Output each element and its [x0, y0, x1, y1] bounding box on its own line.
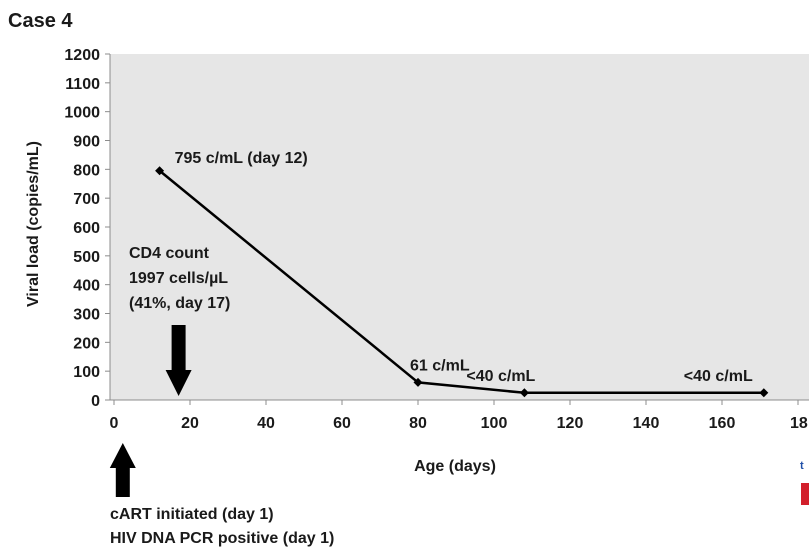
chart-title: Case 4: [8, 10, 73, 32]
y-tick-label: 700: [73, 191, 100, 208]
y-tick-label: 500: [73, 249, 100, 266]
data-label: <40 c/mL: [466, 368, 535, 385]
cart-annotation-line: cART initiated (day 1): [110, 506, 274, 523]
y-axis-label: Viral load (copies/mL): [25, 141, 42, 307]
x-tick-label: 60: [333, 415, 351, 432]
x-tick-label: 80: [409, 415, 427, 432]
cropped-fragment-text: t: [800, 460, 804, 472]
y-tick-label: 100: [73, 364, 100, 381]
data-label: <40 c/mL: [684, 368, 753, 385]
data-label: 61 c/mL: [410, 357, 470, 374]
y-tick-label: 800: [73, 162, 100, 179]
x-tick-label: 140: [633, 415, 660, 432]
y-tick-label: 600: [73, 220, 100, 237]
x-axis-label: Age (days): [414, 458, 496, 475]
cropped-red-block: [801, 483, 809, 505]
x-tick-label: 100: [481, 415, 508, 432]
y-tick-label: 900: [73, 134, 100, 151]
x-tick-label: 160: [709, 415, 736, 432]
cart-annotation-line: HIV DNA PCR positive (day 1): [110, 530, 334, 547]
x-tick-label: 18: [790, 415, 808, 432]
data-point-marker: [155, 166, 165, 176]
cd4-annotation-line: (41%, day 17): [129, 295, 230, 312]
data-point-marker: [413, 377, 423, 387]
x-tick-label: 120: [557, 415, 584, 432]
y-tick-label: 200: [73, 335, 100, 352]
y-tick-label: 1100: [65, 76, 100, 93]
y-tick-label: 1200: [64, 47, 100, 64]
y-tick-label: 400: [73, 278, 100, 295]
y-tick-label: 1000: [64, 105, 100, 122]
cd4-annotation-line: 1997 cells/µL: [129, 270, 228, 287]
data-point-marker: [519, 388, 529, 398]
data-label: 795 c/mL (day 12): [175, 150, 308, 167]
y-tick-label: 300: [73, 307, 100, 324]
data-point-marker: [759, 388, 769, 398]
cd4-down-arrow: [165, 325, 192, 396]
x-tick-label: 0: [110, 415, 119, 432]
cart-up-arrow: [109, 443, 136, 497]
x-tick-label: 40: [257, 415, 275, 432]
y-tick-label: 0: [91, 393, 100, 410]
plot-area: [110, 54, 809, 400]
x-tick-label: 20: [181, 415, 199, 432]
series-line: [158, 169, 764, 395]
cd4-annotation-line: CD4 count: [129, 245, 210, 262]
